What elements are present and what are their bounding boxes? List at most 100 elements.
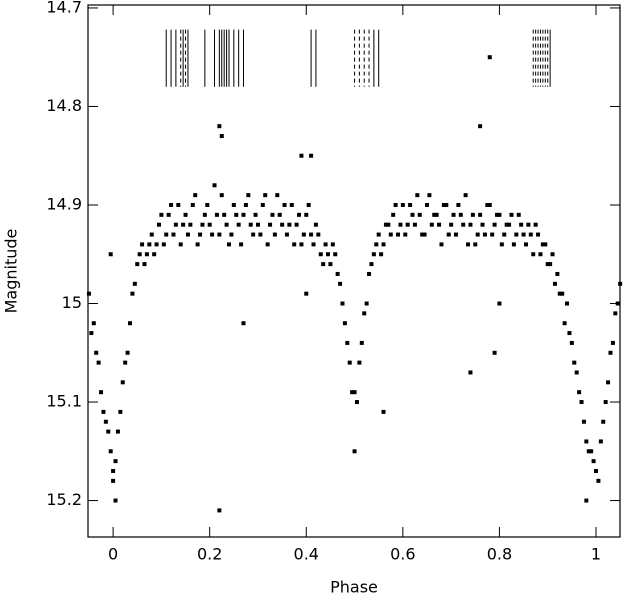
data-point [275, 193, 280, 198]
data-point [135, 262, 140, 267]
data-point [391, 212, 396, 217]
data-point [519, 222, 524, 227]
data-point [89, 331, 94, 336]
data-point [323, 242, 328, 247]
data-point [572, 360, 577, 365]
data-point [313, 222, 318, 227]
data-point [176, 202, 181, 207]
data-point [106, 429, 111, 434]
data-point [408, 202, 413, 207]
data-point [504, 222, 509, 227]
data-point [485, 202, 490, 207]
data-point [185, 232, 190, 237]
data-point [354, 400, 359, 405]
x-tick-label: 0.8 [487, 545, 512, 564]
data-point [301, 232, 306, 237]
data-point [280, 222, 285, 227]
data-point [193, 193, 198, 198]
data-point [429, 222, 434, 227]
data-point [415, 193, 420, 198]
data-point [586, 449, 591, 454]
data-point [277, 212, 282, 217]
data-point [439, 242, 444, 247]
data-point [475, 232, 480, 237]
data-point [198, 232, 203, 237]
y-tick-label: 15.1 [46, 392, 82, 411]
data-point [125, 350, 130, 355]
data-point [458, 212, 463, 217]
data-point [538, 252, 543, 257]
data-point [521, 232, 526, 237]
data-point [555, 271, 560, 276]
data-point [367, 271, 372, 276]
data-point [154, 242, 159, 247]
data-point [403, 232, 408, 237]
data-point [164, 232, 169, 237]
data-point [552, 281, 557, 286]
data-point [115, 429, 120, 434]
data-point [610, 340, 615, 345]
data-point [437, 222, 442, 227]
data-point [393, 202, 398, 207]
data-point [338, 281, 343, 286]
data-point [265, 242, 270, 247]
data-point [441, 202, 446, 207]
data-point [557, 291, 562, 296]
data-point [292, 242, 297, 247]
data-point [309, 153, 314, 158]
data-point [169, 202, 174, 207]
data-point [374, 242, 379, 247]
data-point [282, 202, 287, 207]
data-point [219, 134, 224, 139]
data-point [183, 212, 188, 217]
data-point [137, 252, 142, 257]
data-point [596, 478, 601, 483]
data-point [258, 232, 263, 237]
data-point [284, 232, 289, 237]
x-tick-label: 0 [108, 545, 118, 564]
data-point [468, 222, 473, 227]
data-point [468, 370, 473, 375]
data-point [287, 222, 292, 227]
data-point [533, 222, 538, 227]
data-point [359, 340, 364, 345]
y-tick-label: 15.2 [46, 490, 82, 509]
data-point [111, 478, 116, 483]
data-point [352, 449, 357, 454]
data-point [381, 242, 386, 247]
data-point [299, 153, 304, 158]
data-point [456, 202, 461, 207]
data-point [352, 390, 357, 395]
data-point [495, 212, 500, 217]
data-point [478, 124, 483, 129]
data-point [565, 301, 570, 306]
data-point [579, 400, 584, 405]
data-point [195, 242, 200, 247]
data-point [386, 222, 391, 227]
data-point [379, 252, 384, 257]
data-point [263, 193, 268, 198]
data-point [376, 232, 381, 237]
data-point [335, 271, 340, 276]
data-point [543, 242, 548, 247]
data-point [606, 380, 611, 385]
data-point [108, 252, 113, 257]
data-point [132, 281, 137, 286]
data-point [294, 222, 299, 227]
data-point [96, 360, 101, 365]
data-point [567, 331, 572, 336]
data-point [210, 232, 215, 237]
data-point [569, 340, 574, 345]
data-point [149, 232, 154, 237]
data-point [381, 409, 386, 414]
data-point [330, 242, 335, 247]
data-point [383, 222, 388, 227]
data-point [432, 212, 437, 217]
data-point [528, 232, 533, 237]
data-point [548, 262, 553, 267]
data-point [398, 222, 403, 227]
data-point [140, 242, 145, 247]
data-point [487, 55, 492, 60]
data-point [345, 340, 350, 345]
